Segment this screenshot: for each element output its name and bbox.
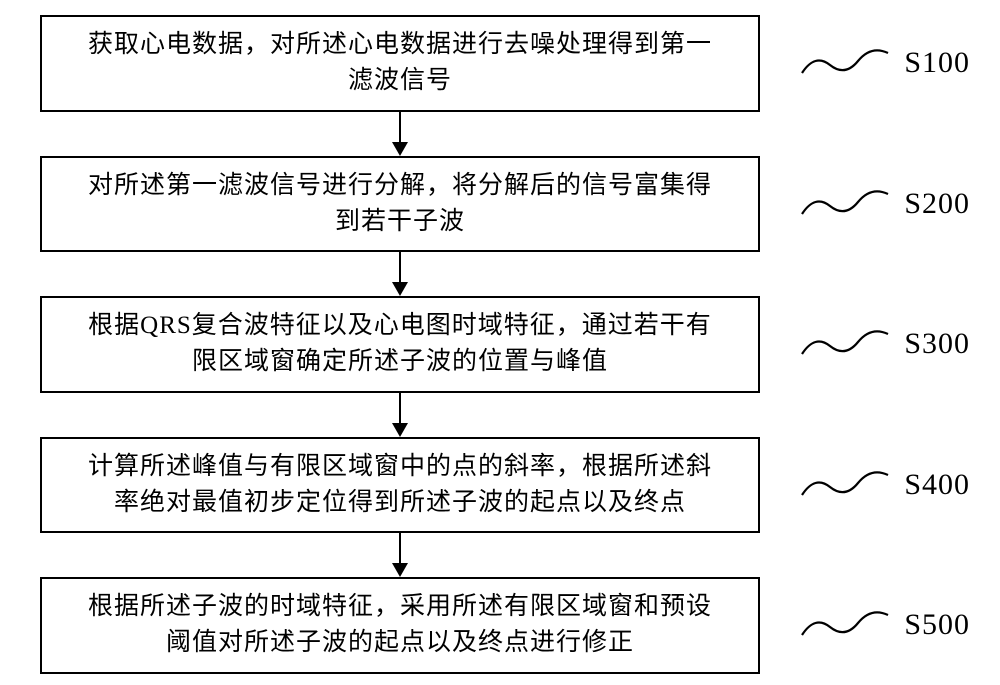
flow-step-s100: 获取心电数据，对所述心电数据进行去噪处理得到第一 滤波信号 S100 — [40, 15, 960, 112]
arrow-line-icon — [399, 533, 401, 565]
flow-box: 获取心电数据，对所述心电数据进行去噪处理得到第一 滤波信号 — [40, 15, 760, 112]
curly-connector-icon — [800, 43, 890, 83]
flow-arrow — [40, 252, 760, 296]
flow-arrow — [40, 533, 760, 577]
step-label: S300 — [904, 327, 970, 361]
arrow-head-icon — [392, 142, 408, 156]
flow-box-line: 计算所述峰值与有限区域窗中的点的斜率，根据所述斜 — [88, 449, 712, 485]
arrow-line-icon — [399, 252, 401, 284]
curly-connector-icon — [800, 324, 890, 364]
flow-box-line: 到若干子波 — [335, 204, 465, 240]
flow-box: 根据所述子波的时域特征，采用所述有限区域窗和预设 阈值对所述子波的起点以及终点进… — [40, 577, 760, 674]
flow-step-s200: 对所述第一滤波信号进行分解，将分解后的信号富集得 到若干子波 S200 — [40, 156, 960, 253]
curly-connector-icon — [800, 465, 890, 505]
curly-connector-icon — [800, 184, 890, 224]
step-label: S500 — [904, 608, 970, 642]
arrow-head-icon — [392, 563, 408, 577]
flow-box-line: 根据QRS复合波特征以及心电图时域特征，通过若干有 — [88, 308, 712, 344]
flow-step-s500: 根据所述子波的时域特征，采用所述有限区域窗和预设 阈值对所述子波的起点以及终点进… — [40, 577, 960, 674]
flow-box-line: 限区域窗确定所述子波的位置与峰值 — [192, 344, 608, 380]
step-label: S100 — [904, 46, 970, 80]
arrow-head-icon — [392, 282, 408, 296]
flow-box-line: 率绝对最值初步定位得到所述子波的起点以及终点 — [114, 485, 686, 521]
flow-step-s400: 计算所述峰值与有限区域窗中的点的斜率，根据所述斜 率绝对最值初步定位得到所述子波… — [40, 437, 960, 534]
curly-connector-icon — [800, 605, 890, 645]
flow-box: 计算所述峰值与有限区域窗中的点的斜率，根据所述斜 率绝对最值初步定位得到所述子波… — [40, 437, 760, 534]
arrow-line-icon — [399, 112, 401, 144]
arrow-head-icon — [392, 423, 408, 437]
flow-box-line: 滤波信号 — [348, 63, 452, 99]
step-label: S200 — [904, 187, 970, 221]
flow-box: 对所述第一滤波信号进行分解，将分解后的信号富集得 到若干子波 — [40, 156, 760, 253]
flowchart-container: 获取心电数据，对所述心电数据进行去噪处理得到第一 滤波信号 S100 对所述第一… — [40, 15, 960, 674]
flow-box-line: 根据所述子波的时域特征，采用所述有限区域窗和预设 — [88, 589, 712, 625]
arrow-line-icon — [399, 393, 401, 425]
flow-box-line: 获取心电数据，对所述心电数据进行去噪处理得到第一 — [88, 27, 712, 63]
flow-box-line: 对所述第一滤波信号进行分解，将分解后的信号富集得 — [88, 168, 712, 204]
flow-arrow — [40, 112, 760, 156]
flow-step-s300: 根据QRS复合波特征以及心电图时域特征，通过若干有 限区域窗确定所述子波的位置与… — [40, 296, 960, 393]
flow-box: 根据QRS复合波特征以及心电图时域特征，通过若干有 限区域窗确定所述子波的位置与… — [40, 296, 760, 393]
flow-arrow — [40, 393, 760, 437]
step-label: S400 — [904, 468, 970, 502]
flow-box-line: 阈值对所述子波的起点以及终点进行修正 — [166, 625, 634, 661]
